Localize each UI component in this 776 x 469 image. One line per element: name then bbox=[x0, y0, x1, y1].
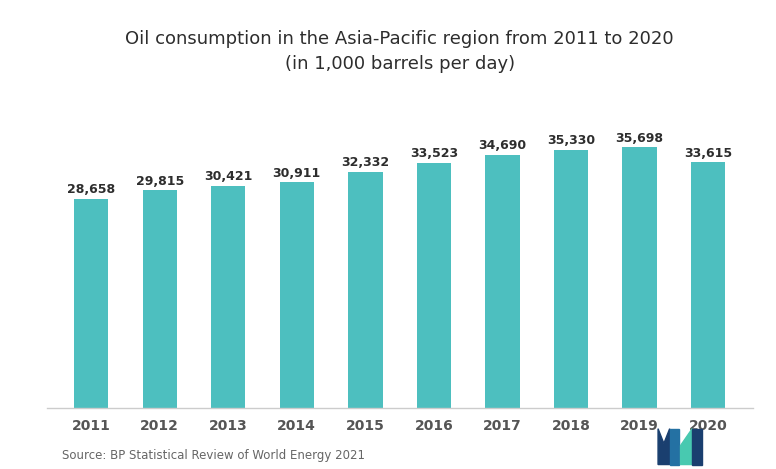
Text: 34,690: 34,690 bbox=[479, 139, 527, 152]
Text: 35,330: 35,330 bbox=[547, 134, 595, 147]
Bar bbox=[279, 182, 314, 408]
Text: 32,332: 32,332 bbox=[341, 156, 390, 169]
Bar bbox=[554, 150, 588, 408]
Text: Source: BP Statistical Review of World Energy 2021: Source: BP Statistical Review of World E… bbox=[62, 449, 365, 462]
Text: 30,421: 30,421 bbox=[204, 170, 252, 183]
Text: 29,815: 29,815 bbox=[136, 174, 184, 188]
Title: Oil consumption in the Asia-Pacific region from 2011 to 2020
(in 1,000 barrels p: Oil consumption in the Asia-Pacific regi… bbox=[126, 30, 674, 73]
Bar bbox=[74, 198, 109, 408]
Bar bbox=[211, 186, 245, 408]
Polygon shape bbox=[692, 429, 702, 464]
Text: 28,658: 28,658 bbox=[67, 183, 115, 196]
Text: 30,911: 30,911 bbox=[272, 166, 321, 180]
Bar bbox=[348, 172, 383, 408]
Bar bbox=[143, 190, 177, 408]
Bar bbox=[485, 154, 520, 408]
Polygon shape bbox=[658, 429, 670, 464]
Polygon shape bbox=[681, 429, 692, 464]
Polygon shape bbox=[670, 429, 679, 464]
Text: 35,698: 35,698 bbox=[615, 132, 663, 144]
Bar bbox=[417, 163, 451, 408]
Text: 33,523: 33,523 bbox=[410, 147, 458, 160]
Bar bbox=[691, 162, 726, 408]
Bar bbox=[622, 147, 656, 408]
Text: 33,615: 33,615 bbox=[684, 147, 733, 160]
